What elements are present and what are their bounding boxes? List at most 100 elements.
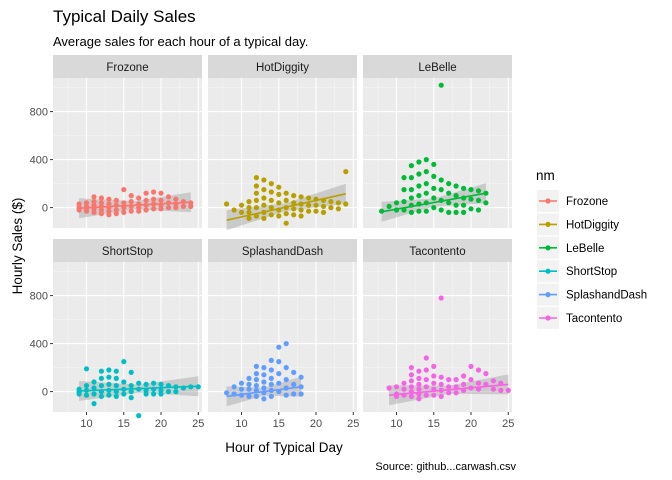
- data-point: [158, 197, 164, 203]
- data-point: [283, 377, 289, 383]
- data-point: [261, 187, 267, 193]
- data-point: [401, 199, 407, 205]
- data-point: [188, 203, 194, 209]
- data-point: [298, 201, 304, 207]
- data-point: [238, 380, 245, 386]
- data-point: [76, 201, 82, 207]
- data-point: [98, 393, 104, 399]
- data-point: [446, 384, 452, 390]
- data-point: [253, 190, 259, 196]
- data-point: [416, 159, 422, 165]
- data-point: [195, 384, 201, 390]
- data-point: [121, 391, 127, 397]
- facet-strip: [208, 239, 357, 262]
- data-point: [253, 183, 259, 189]
- data-point: [165, 194, 172, 200]
- data-point: [283, 392, 289, 398]
- data-point: [483, 371, 489, 377]
- data-point: [261, 379, 267, 385]
- data-point: [306, 208, 312, 214]
- data-point: [320, 197, 327, 203]
- data-point: [320, 203, 327, 209]
- data-point: [173, 201, 179, 207]
- data-point: [76, 207, 82, 213]
- data-point: [253, 213, 259, 219]
- data-point: [291, 391, 297, 397]
- data-point: [431, 161, 437, 167]
- legend-key-point: [545, 292, 551, 298]
- data-point: [151, 386, 157, 392]
- data-point: [298, 194, 304, 200]
- y-axis-title: Hourly Sales ($): [10, 198, 25, 295]
- y-tick-label: 400: [30, 155, 48, 167]
- facet-panel-lebelle: LeBelle: [363, 55, 512, 228]
- data-point: [121, 209, 127, 215]
- data-point: [468, 363, 474, 369]
- data-point: [291, 212, 297, 218]
- data-point: [393, 200, 400, 206]
- data-point: [453, 384, 459, 390]
- data-point: [461, 373, 467, 379]
- data-point: [423, 367, 429, 373]
- x-tick-label: 25: [347, 418, 359, 430]
- data-point: [113, 207, 119, 213]
- x-tick-label: 15: [428, 418, 440, 430]
- data-point: [416, 381, 422, 387]
- data-point: [91, 391, 97, 397]
- data-point: [291, 206, 297, 212]
- legend-key-point: [545, 245, 551, 251]
- y-tick-label: 800: [30, 291, 48, 303]
- data-point: [261, 195, 267, 201]
- data-point: [416, 396, 422, 402]
- data-point: [83, 200, 90, 206]
- data-point: [268, 357, 274, 363]
- data-point: [416, 375, 422, 381]
- data-point: [298, 391, 304, 397]
- data-point: [113, 197, 119, 203]
- data-point: [268, 181, 274, 187]
- legend-key-point: [545, 221, 551, 227]
- data-point: [423, 181, 429, 187]
- data-point: [246, 386, 252, 392]
- data-point: [431, 392, 437, 398]
- data-point: [401, 207, 407, 213]
- data-point: [423, 355, 429, 361]
- data-point: [98, 200, 104, 206]
- legend-label: ShortStop: [566, 266, 617, 278]
- data-point: [446, 390, 452, 396]
- data-point: [151, 380, 157, 386]
- data-point: [483, 381, 489, 387]
- legend-item-lebelle: LeBelle: [537, 236, 604, 259]
- data-point: [505, 387, 511, 393]
- data-point: [393, 207, 400, 213]
- data-point: [261, 202, 267, 208]
- data-point: [261, 372, 267, 378]
- data-point: [386, 385, 392, 391]
- data-point: [76, 386, 82, 392]
- data-point: [306, 195, 312, 201]
- data-point: [423, 208, 429, 214]
- data-point: [121, 187, 127, 193]
- data-point: [283, 365, 289, 371]
- data-point: [453, 202, 459, 208]
- data-point: [408, 163, 414, 169]
- data-point: [253, 393, 259, 399]
- data-point: [283, 220, 289, 226]
- data-point: [128, 193, 134, 199]
- data-point: [151, 196, 157, 202]
- data-point: [446, 209, 452, 215]
- data-point: [401, 380, 407, 386]
- data-point: [246, 375, 252, 381]
- data-point: [283, 205, 289, 211]
- data-point: [158, 206, 164, 212]
- facet-panel-tacontento: Tacontento: [363, 239, 512, 412]
- data-point: [165, 389, 172, 395]
- legend-label: Tacontento: [566, 313, 622, 325]
- data-point: [401, 386, 407, 392]
- data-point: [498, 380, 504, 386]
- data-point: [438, 374, 444, 380]
- data-point: [343, 201, 349, 207]
- data-point: [313, 208, 319, 214]
- data-point: [180, 199, 186, 205]
- legend-label: Frozone: [566, 196, 608, 208]
